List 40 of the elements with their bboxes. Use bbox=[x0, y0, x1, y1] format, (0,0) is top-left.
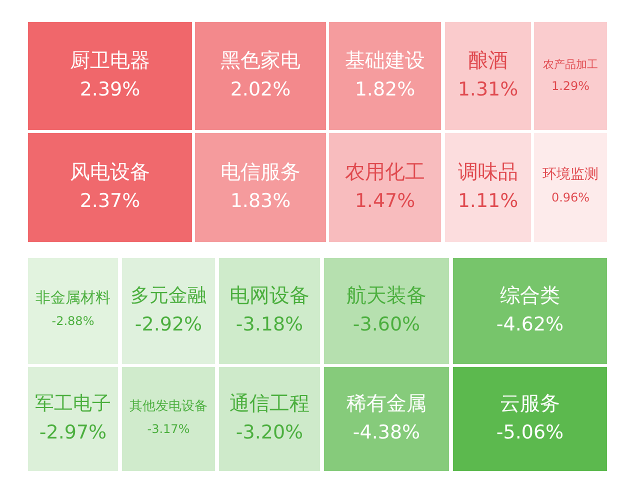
category-label: 航天装备 bbox=[346, 283, 426, 307]
category-label: 其他发电设备 bbox=[130, 399, 208, 414]
category-label: 基础建设 bbox=[345, 48, 425, 72]
category-label: 非金属材料 bbox=[36, 288, 110, 306]
category-label: 综合类 bbox=[500, 283, 560, 307]
data-label: 2.39% bbox=[80, 78, 140, 100]
data-label: -2.88% bbox=[52, 314, 94, 328]
category-label: 电网设备 bbox=[230, 283, 310, 307]
data-label: 1.11% bbox=[458, 190, 518, 212]
data-label: 1.82% bbox=[354, 78, 416, 100]
category-label: 稀有金属 bbox=[346, 391, 426, 415]
category-label: 多元金融 bbox=[130, 284, 206, 306]
data-label: -3.17% bbox=[147, 422, 190, 436]
category-label: 风电设备 bbox=[70, 160, 150, 184]
category-label: 黑色家电 bbox=[220, 48, 300, 72]
data-label: 1.83% bbox=[230, 190, 291, 212]
category-label: 军工电子 bbox=[35, 392, 111, 414]
data-label: -4.38% bbox=[352, 422, 420, 444]
category-label: 环境监测 bbox=[542, 166, 598, 182]
category-label: 云服务 bbox=[500, 391, 560, 415]
data-label: 2.37% bbox=[80, 190, 140, 212]
category-label: 酿酒 bbox=[468, 48, 508, 72]
category-label: 农产品加工 bbox=[543, 58, 598, 71]
category-label: 农用化工 bbox=[345, 160, 425, 184]
data-label: 1.47% bbox=[354, 190, 416, 212]
data-label: -5.06% bbox=[496, 422, 564, 444]
data-label: 1.29% bbox=[551, 79, 590, 93]
data-label: -3.18% bbox=[236, 314, 304, 336]
category-label: 厨卫电器 bbox=[70, 48, 150, 72]
data-label: 0.96% bbox=[551, 190, 590, 204]
data-label: 1.31% bbox=[458, 78, 518, 100]
data-label: -2.92% bbox=[134, 314, 202, 336]
data-label: -4.62% bbox=[496, 314, 564, 336]
category-label: 通信工程 bbox=[230, 391, 310, 415]
data-label: -2.97% bbox=[39, 422, 107, 444]
data-label: -3.60% bbox=[352, 314, 420, 336]
category-label: 电信服务 bbox=[220, 160, 300, 184]
data-label: 2.02% bbox=[230, 78, 291, 100]
data-label: -3.20% bbox=[236, 422, 304, 444]
category-label: 调味品 bbox=[458, 160, 518, 184]
